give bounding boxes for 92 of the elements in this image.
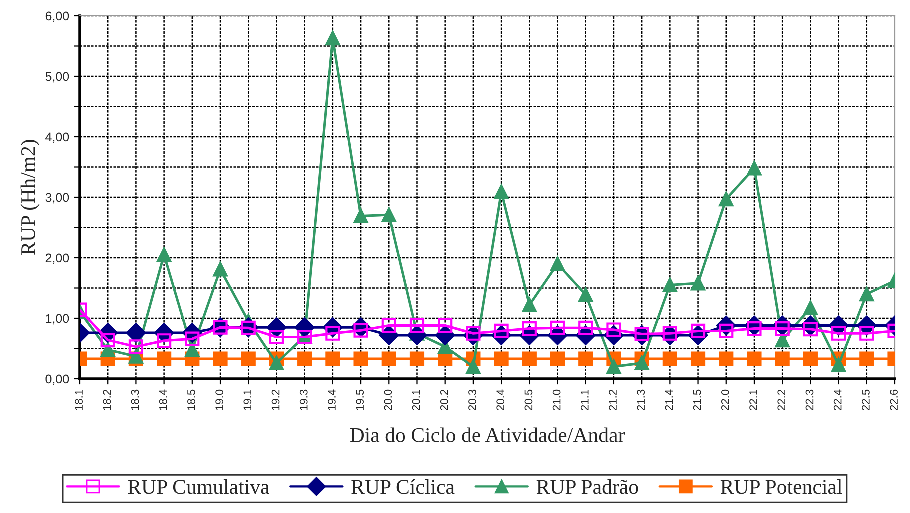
point (662, 278, 678, 293)
point (606, 360, 622, 374)
point (747, 321, 762, 336)
x-tick-label: 22.4 (834, 390, 842, 410)
x-tick-label: 18.1 (75, 390, 83, 410)
x-tick-label: 18.3 (131, 390, 140, 410)
x-tick-label: 18.5 (188, 390, 196, 410)
point (326, 352, 340, 366)
x-axis-title: Dia do Ciclo de Atividade/Andar (350, 428, 626, 442)
x-tick-label: 22.5 (862, 390, 870, 410)
x-tick-label: 19.4 (328, 390, 336, 410)
x-tick-label: 20.4 (496, 390, 505, 410)
y-axis-title: RUP (Hh/m2) (20, 140, 40, 256)
point (634, 356, 650, 371)
point (494, 184, 509, 200)
y-tick-label: 4,00 (46, 132, 70, 144)
point (438, 318, 453, 334)
point (157, 334, 172, 348)
legend-label: RUP Potencial (720, 480, 842, 494)
x-tick-label: 21.1 (580, 390, 589, 410)
x-tick-label: 22.1 (750, 390, 758, 410)
point (578, 352, 594, 366)
point (410, 318, 425, 334)
legend-label: RUP Cumulativa (128, 480, 270, 494)
point (719, 352, 734, 366)
point (578, 288, 594, 302)
x-tick-label: 22.0 (721, 390, 730, 410)
point (354, 208, 368, 224)
legend-label: RUP Padrão (536, 480, 638, 494)
x-tick-label: 21.3 (637, 390, 646, 410)
x-tick-label: 19.1 (244, 390, 252, 410)
point (326, 31, 340, 46)
point (128, 340, 144, 354)
legend-label: RUP Cíclica (352, 479, 455, 494)
point (126, 323, 146, 343)
x-tick-label: 19.0 (216, 390, 224, 410)
point (269, 356, 284, 371)
point (690, 276, 706, 291)
point (860, 287, 874, 302)
x-tick-label: 20.3 (468, 390, 476, 410)
point (298, 352, 312, 366)
point (241, 352, 256, 366)
x-tick-label: 19.5 (356, 390, 364, 410)
point (157, 352, 172, 366)
point (213, 262, 228, 277)
point (157, 248, 172, 262)
point (466, 360, 481, 374)
x-tick-label: 21.5 (693, 390, 702, 410)
point (690, 352, 706, 366)
y-tick-label: 0,00 (46, 374, 70, 386)
x-tick-label: 20.1 (412, 390, 420, 410)
x-tick-label: 21.4 (665, 390, 674, 410)
x-tick-label: 20.0 (384, 390, 392, 410)
point (747, 352, 762, 366)
x-tick-label: 19.3 (300, 390, 308, 410)
x-tick-label: 20.5 (524, 390, 533, 410)
point (550, 256, 566, 272)
point (100, 342, 116, 358)
y-tick-label: 2,00 (46, 254, 70, 264)
point (662, 352, 678, 366)
point (269, 330, 284, 345)
y-tick-label: 3,00 (46, 193, 70, 204)
point (550, 352, 566, 366)
point (410, 352, 425, 366)
x-tick-label: 22.3 (806, 390, 814, 410)
point (494, 352, 509, 366)
x-tick-label: 22.6 (890, 390, 898, 410)
point (354, 352, 368, 366)
point (719, 192, 734, 207)
point (803, 352, 818, 366)
point (522, 352, 537, 366)
y-tick-label: 5,00 (46, 72, 70, 83)
x-tick-label: 19.2 (272, 390, 280, 410)
x-tick-label: 18.4 (159, 390, 168, 410)
point (382, 352, 396, 366)
x-tick-label: 21.2 (609, 390, 617, 410)
point (185, 342, 200, 358)
point (803, 300, 818, 316)
point (382, 318, 396, 334)
point (522, 298, 537, 312)
x-tick-label: 20.2 (440, 390, 448, 410)
point (860, 352, 874, 366)
x-tick-label: 18.2 (103, 390, 112, 410)
x-tick-label: 21.0 (552, 390, 561, 410)
x-tick-label: 22.2 (778, 390, 786, 410)
point (382, 208, 396, 222)
point (775, 352, 790, 366)
point (747, 161, 762, 176)
point (832, 358, 846, 372)
point (213, 352, 228, 366)
y-tick-label: 1,00 (46, 314, 70, 325)
y-tick-label: 6,00 (46, 12, 70, 22)
